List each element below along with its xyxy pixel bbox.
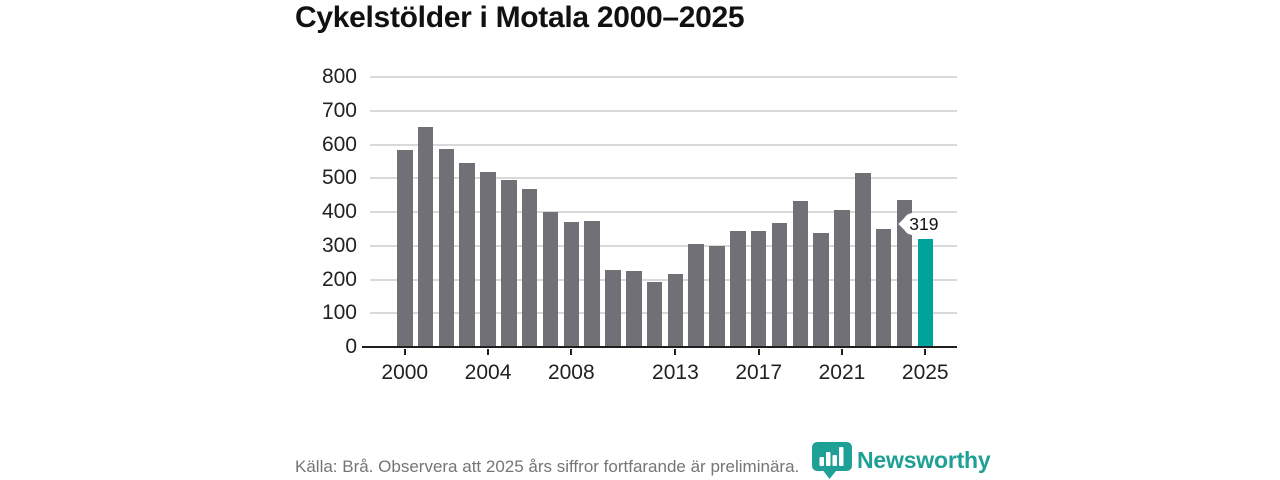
bar-2013: [667, 274, 684, 347]
bar-2003: [459, 162, 475, 347]
bar-2024: [896, 199, 913, 347]
y-axis-label-100: 100: [321, 301, 357, 325]
y-axis-label-700: 700: [321, 98, 357, 122]
bar-2008: [563, 222, 580, 347]
x-axis-label-2000: 2000: [381, 361, 429, 384]
x-axis-tick-2004: [487, 348, 490, 355]
bar-2018: [771, 223, 788, 347]
bar-2006: [521, 188, 538, 347]
gridline-100: [370, 312, 957, 315]
x-axis-line: [362, 345, 957, 348]
x-axis-tick-2013: [674, 348, 677, 355]
gridline-400: [370, 211, 957, 213]
x-axis-tick-2008: [570, 348, 573, 355]
bar-2019: [792, 201, 809, 347]
y-axis-label-800: 800: [321, 65, 357, 88]
bar-2025: [917, 239, 933, 347]
bar-2012: [646, 282, 663, 347]
newsworthy-logo: Newsworthy: [812, 442, 991, 479]
value-label-text: 319: [909, 214, 939, 235]
x-axis-tick-2000: [403, 348, 406, 355]
bar-2002: [438, 148, 455, 347]
y-axis-label-300: 300: [321, 233, 357, 257]
newsworthy-logo-text: Newsworthy: [857, 447, 991, 473]
y-axis-label-500: 500: [321, 166, 357, 190]
bar-2009: [584, 220, 600, 347]
bar-2004: [480, 171, 496, 347]
x-axis-label-2013: 2013: [652, 361, 699, 384]
plot-area: 319 0 100 200 300 400 500 600 700 800 2000 2004 200…: [322, 65, 957, 384]
value-label-bubble: 319: [903, 213, 945, 236]
x-axis-label-2025: 2025: [901, 361, 949, 384]
y-axis-label-400: 400: [321, 200, 357, 223]
gridline-500: [370, 177, 957, 180]
gridline-300: [370, 244, 957, 247]
bar-2021: [834, 209, 850, 347]
newsworthy-logo-icon: [812, 442, 852, 479]
bar-2016: [730, 230, 746, 347]
bar-2015: [709, 245, 725, 347]
x-axis-label-2008: 2008: [547, 361, 595, 384]
y-axis-label-0: 0: [345, 335, 357, 358]
x-axis-label-2021: 2021: [818, 361, 866, 384]
bar-2023: [875, 228, 892, 347]
x-axis-tick-2021: [840, 348, 843, 355]
bar-2014: [688, 244, 704, 347]
x-axis-tick-2025: [924, 348, 927, 355]
x-axis-label-2017: 2017: [735, 361, 783, 384]
bar-2011: [626, 270, 642, 347]
gridline-600: [370, 143, 957, 146]
x-axis-tick-2017: [757, 348, 760, 355]
bar-2007: [542, 211, 559, 347]
y-axis-label-200: 200: [321, 267, 357, 291]
gridline-200: [370, 278, 957, 281]
chart-title: Cykelstölder i Motala 2000–2025: [295, 1, 745, 34]
y-axis-label-600: 600: [321, 132, 357, 156]
bar-2022: [855, 172, 871, 347]
bar-2001: [417, 126, 434, 347]
bar-2000: [397, 149, 413, 347]
source-note: Källa: Brå. Observera att 2025 års siffr…: [295, 457, 800, 476]
bar-2005: [501, 180, 517, 347]
gridline-800: [370, 76, 957, 78]
gridline-700: [370, 109, 957, 112]
bar-2010: [605, 270, 621, 347]
bar-2017: [750, 230, 767, 347]
bar-2020: [813, 233, 829, 347]
x-axis-label-2004: 2004: [464, 361, 512, 384]
